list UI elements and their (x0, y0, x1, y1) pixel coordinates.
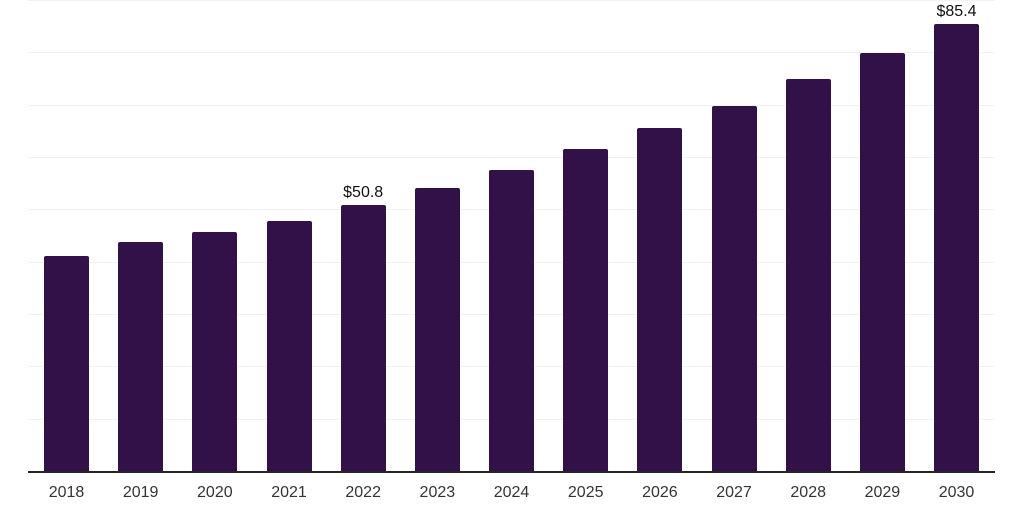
bar-2029[interactable] (859, 52, 905, 471)
gridline (28, 105, 995, 106)
x-tick-label-2022: 2022 (345, 484, 381, 501)
x-tick-label-2027: 2027 (716, 484, 752, 501)
x-tick-label-2020: 2020 (197, 484, 233, 501)
x-tick-label-2018: 2018 (48, 484, 85, 501)
x-tick-label-2026: 2026 (642, 484, 678, 501)
x-tick-label-2021: 2021 (271, 484, 307, 501)
bar-2021[interactable] (266, 220, 312, 471)
bar-2024[interactable] (489, 169, 535, 471)
bar-2019[interactable] (118, 242, 164, 471)
bar-value-label-2022: $50.8 (343, 184, 384, 202)
x-tick-label-2024: 2024 (493, 484, 530, 501)
bar-2025[interactable] (563, 149, 609, 471)
gridline (28, 157, 995, 158)
bar-2022[interactable] (340, 205, 386, 471)
bar-2027[interactable] (711, 105, 757, 471)
bar-2030[interactable] (934, 24, 980, 471)
x-tick-label-2028: 2028 (790, 484, 826, 501)
x-axis-line (28, 471, 995, 473)
x-tick-label-2029: 2029 (864, 484, 901, 501)
bar-2023[interactable] (414, 187, 460, 471)
gridline (28, 0, 995, 1)
x-tick-label-2019: 2019 (122, 484, 159, 501)
bar-2020[interactable] (192, 232, 238, 471)
x-tick-label-2030: 2030 (938, 484, 975, 501)
bar-2028[interactable] (785, 79, 831, 471)
gridline (28, 52, 995, 53)
bar-2026[interactable] (637, 127, 683, 471)
bar-2018[interactable] (44, 255, 89, 471)
x-tick-label-2025: 2025 (567, 484, 604, 501)
bar-value-label-2030: $85.4 (936, 3, 977, 21)
x-tick-label-2023: 2023 (419, 484, 456, 501)
